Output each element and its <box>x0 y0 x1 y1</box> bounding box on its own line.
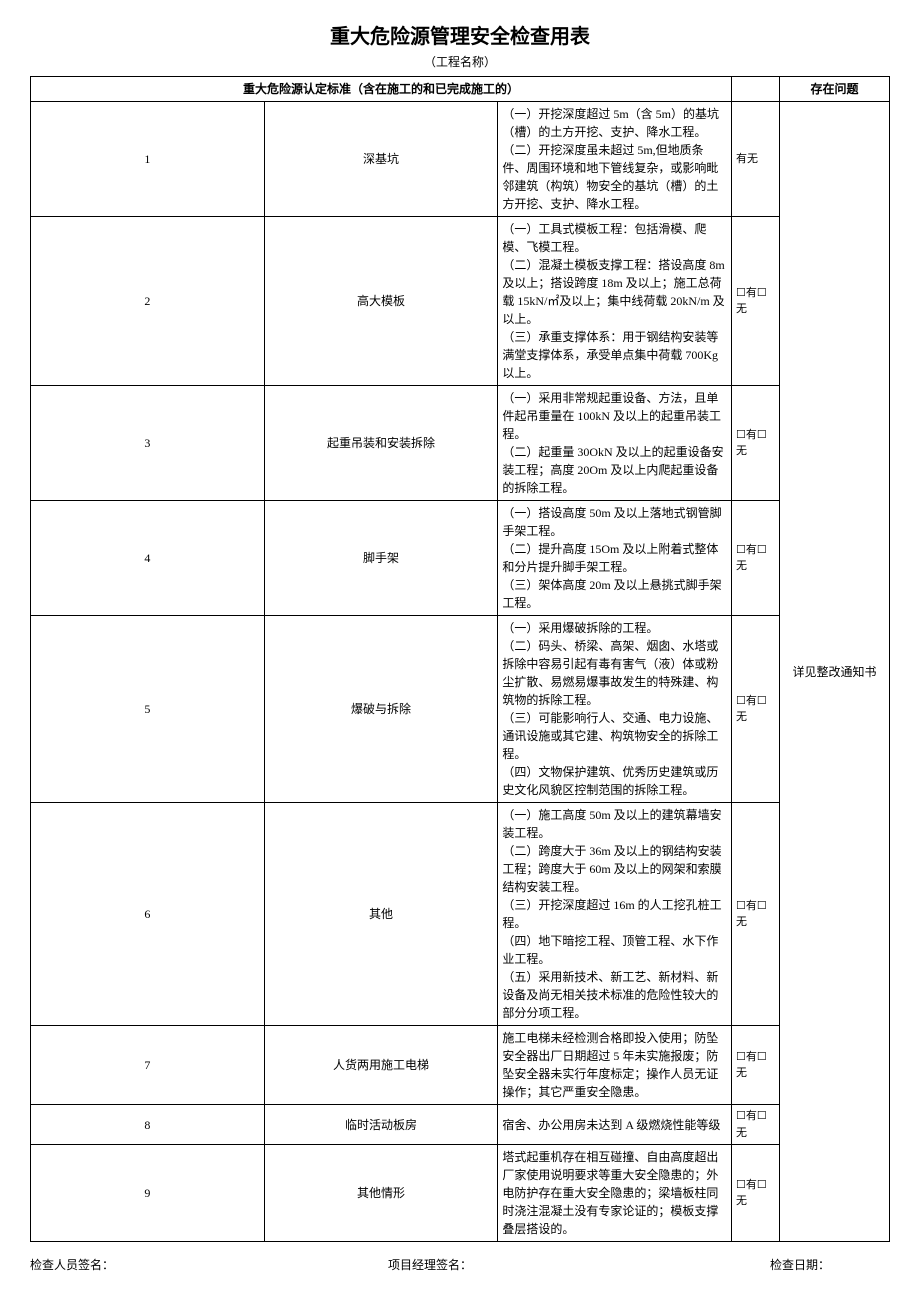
row-name: 人货两用施工电梯 <box>264 1026 498 1105</box>
row-check: 有无 <box>732 102 780 217</box>
row-desc: 施工电梯未经检测合格即投入使用；防坠安全器出厂日期超过 5 年未实施报废；防坠安… <box>498 1026 732 1105</box>
header-check-blank <box>732 77 780 102</box>
row-desc: 宿舍、办公用房未达到 A 级燃烧性能等级 <box>498 1105 732 1145</box>
row-num: 1 <box>31 102 265 217</box>
table-row: 6 其他 （一）施工高度 50m 及以上的建筑幕墙安装工程。 （二）跨度大于 3… <box>31 803 890 1026</box>
row-desc: （一）搭设高度 50m 及以上落地式钢管脚手架工程。 （二）提升高度 15Om … <box>498 501 732 616</box>
table-row: 4 脚手架 （一）搭设高度 50m 及以上落地式钢管脚手架工程。 （二）提升高度… <box>31 501 890 616</box>
row-desc: （一）开挖深度超过 5m（含 5m）的基坑（槽）的土方开挖、支护、降水工程。 （… <box>498 102 732 217</box>
row-check: ☐有☐无 <box>732 386 780 501</box>
row-check: ☐有☐无 <box>732 217 780 386</box>
header-row: 重大危险源认定标准（含在施工的和已完成施工的） 存在问题 <box>31 77 890 102</box>
row-check: ☐有☐无 <box>732 1145 780 1242</box>
main-table: 重大危险源认定标准（含在施工的和已完成施工的） 存在问题 1 深基坑 （一）开挖… <box>30 76 890 1242</box>
row-check: ☐有☐无 <box>732 1026 780 1105</box>
header-issue: 存在问题 <box>780 77 890 102</box>
row-num: 3 <box>31 386 265 501</box>
table-row: 8 临时活动板房 宿舍、办公用房未达到 A 级燃烧性能等级 ☐有☐无 <box>31 1105 890 1145</box>
row-name: 深基坑 <box>264 102 498 217</box>
footer-date: 检查日期： <box>563 1256 890 1273</box>
table-row: 7 人货两用施工电梯 施工电梯未经检测合格即投入使用；防坠安全器出厂日期超过 5… <box>31 1026 890 1105</box>
row-name: 高大模板 <box>264 217 498 386</box>
row-name: 其他情形 <box>264 1145 498 1242</box>
footer-manager: 项目经理签名： <box>297 1256 564 1273</box>
row-desc: （一）工具式模板工程：包括滑模、爬模、飞模工程。 （二）混凝土模板支撑工程：搭设… <box>498 217 732 386</box>
row-check: ☐有☐无 <box>732 1105 780 1145</box>
doc-subtitle: （工程名称） <box>30 53 890 70</box>
issue-cell: 详见整改通知书 <box>780 102 890 1242</box>
doc-title: 重大危险源管理安全检查用表 <box>30 20 890 49</box>
row-name: 其他 <box>264 803 498 1026</box>
table-row: 5 爆破与拆除 （一）采用爆破拆除的工程。 （二）码头、桥梁、高架、烟囱、水塔或… <box>31 616 890 803</box>
row-name: 爆破与拆除 <box>264 616 498 803</box>
row-num: 7 <box>31 1026 265 1105</box>
table-row: 9 其他情形 塔式起重机存在相互碰撞、自由高度超出厂家使用说明要求等重大安全隐患… <box>31 1145 890 1242</box>
row-num: 4 <box>31 501 265 616</box>
row-check: ☐有☐无 <box>732 501 780 616</box>
row-num: 9 <box>31 1145 265 1242</box>
table-row: 1 深基坑 （一）开挖深度超过 5m（含 5m）的基坑（槽）的土方开挖、支护、降… <box>31 102 890 217</box>
row-desc: （一）采用爆破拆除的工程。 （二）码头、桥梁、高架、烟囱、水塔或拆除中容易引起有… <box>498 616 732 803</box>
footer-inspector: 检查人员签名： <box>30 1256 297 1273</box>
footer: 检查人员签名： 项目经理签名： 检查日期： <box>30 1256 890 1273</box>
row-check: ☐有☐无 <box>732 616 780 803</box>
row-name: 脚手架 <box>264 501 498 616</box>
row-name: 临时活动板房 <box>264 1105 498 1145</box>
table-row: 2 高大模板 （一）工具式模板工程：包括滑模、爬模、飞模工程。 （二）混凝土模板… <box>31 217 890 386</box>
row-desc: （一）采用非常规起重设备、方法，且单件起吊重量在 100kN 及以上的起重吊装工… <box>498 386 732 501</box>
row-name: 起重吊装和安装拆除 <box>264 386 498 501</box>
row-num: 5 <box>31 616 265 803</box>
table-row: 3 起重吊装和安装拆除 （一）采用非常规起重设备、方法，且单件起吊重量在 100… <box>31 386 890 501</box>
row-desc: （一）施工高度 50m 及以上的建筑幕墙安装工程。 （二）跨度大于 36m 及以… <box>498 803 732 1026</box>
row-num: 2 <box>31 217 265 386</box>
row-desc: 塔式起重机存在相互碰撞、自由高度超出厂家使用说明要求等重大安全隐患的；外电防护存… <box>498 1145 732 1242</box>
row-check: ☐有☐无 <box>732 803 780 1026</box>
row-num: 8 <box>31 1105 265 1145</box>
header-standard: 重大危险源认定标准（含在施工的和已完成施工的） <box>31 77 732 102</box>
row-num: 6 <box>31 803 265 1026</box>
